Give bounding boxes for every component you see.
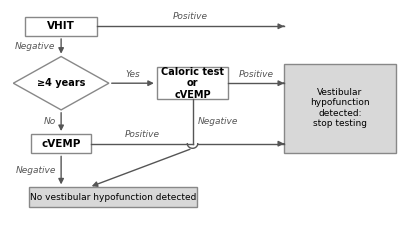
Text: VHIT: VHIT [47,21,75,31]
Text: Positive: Positive [239,70,274,79]
Text: No vestibular hypofunction detected: No vestibular hypofunction detected [30,193,196,201]
Text: Negative: Negative [16,166,57,175]
Text: Negative: Negative [197,117,238,126]
FancyBboxPatch shape [29,187,196,207]
Text: Vestibular
hypofunction
detected:
stop testing: Vestibular hypofunction detected: stop t… [310,88,370,128]
Text: Caloric test
or
cVEMP: Caloric test or cVEMP [161,67,224,100]
Text: No: No [44,117,57,126]
Text: ≥4 years: ≥4 years [37,78,85,88]
FancyBboxPatch shape [284,64,396,153]
Text: Positive: Positive [173,12,208,21]
FancyBboxPatch shape [31,134,91,154]
Text: Yes: Yes [126,70,140,79]
Text: Positive: Positive [124,130,159,139]
FancyBboxPatch shape [25,17,97,36]
Text: Negative: Negative [15,42,55,51]
FancyBboxPatch shape [157,67,229,99]
Text: cVEMP: cVEMP [41,139,81,149]
Polygon shape [13,57,109,110]
